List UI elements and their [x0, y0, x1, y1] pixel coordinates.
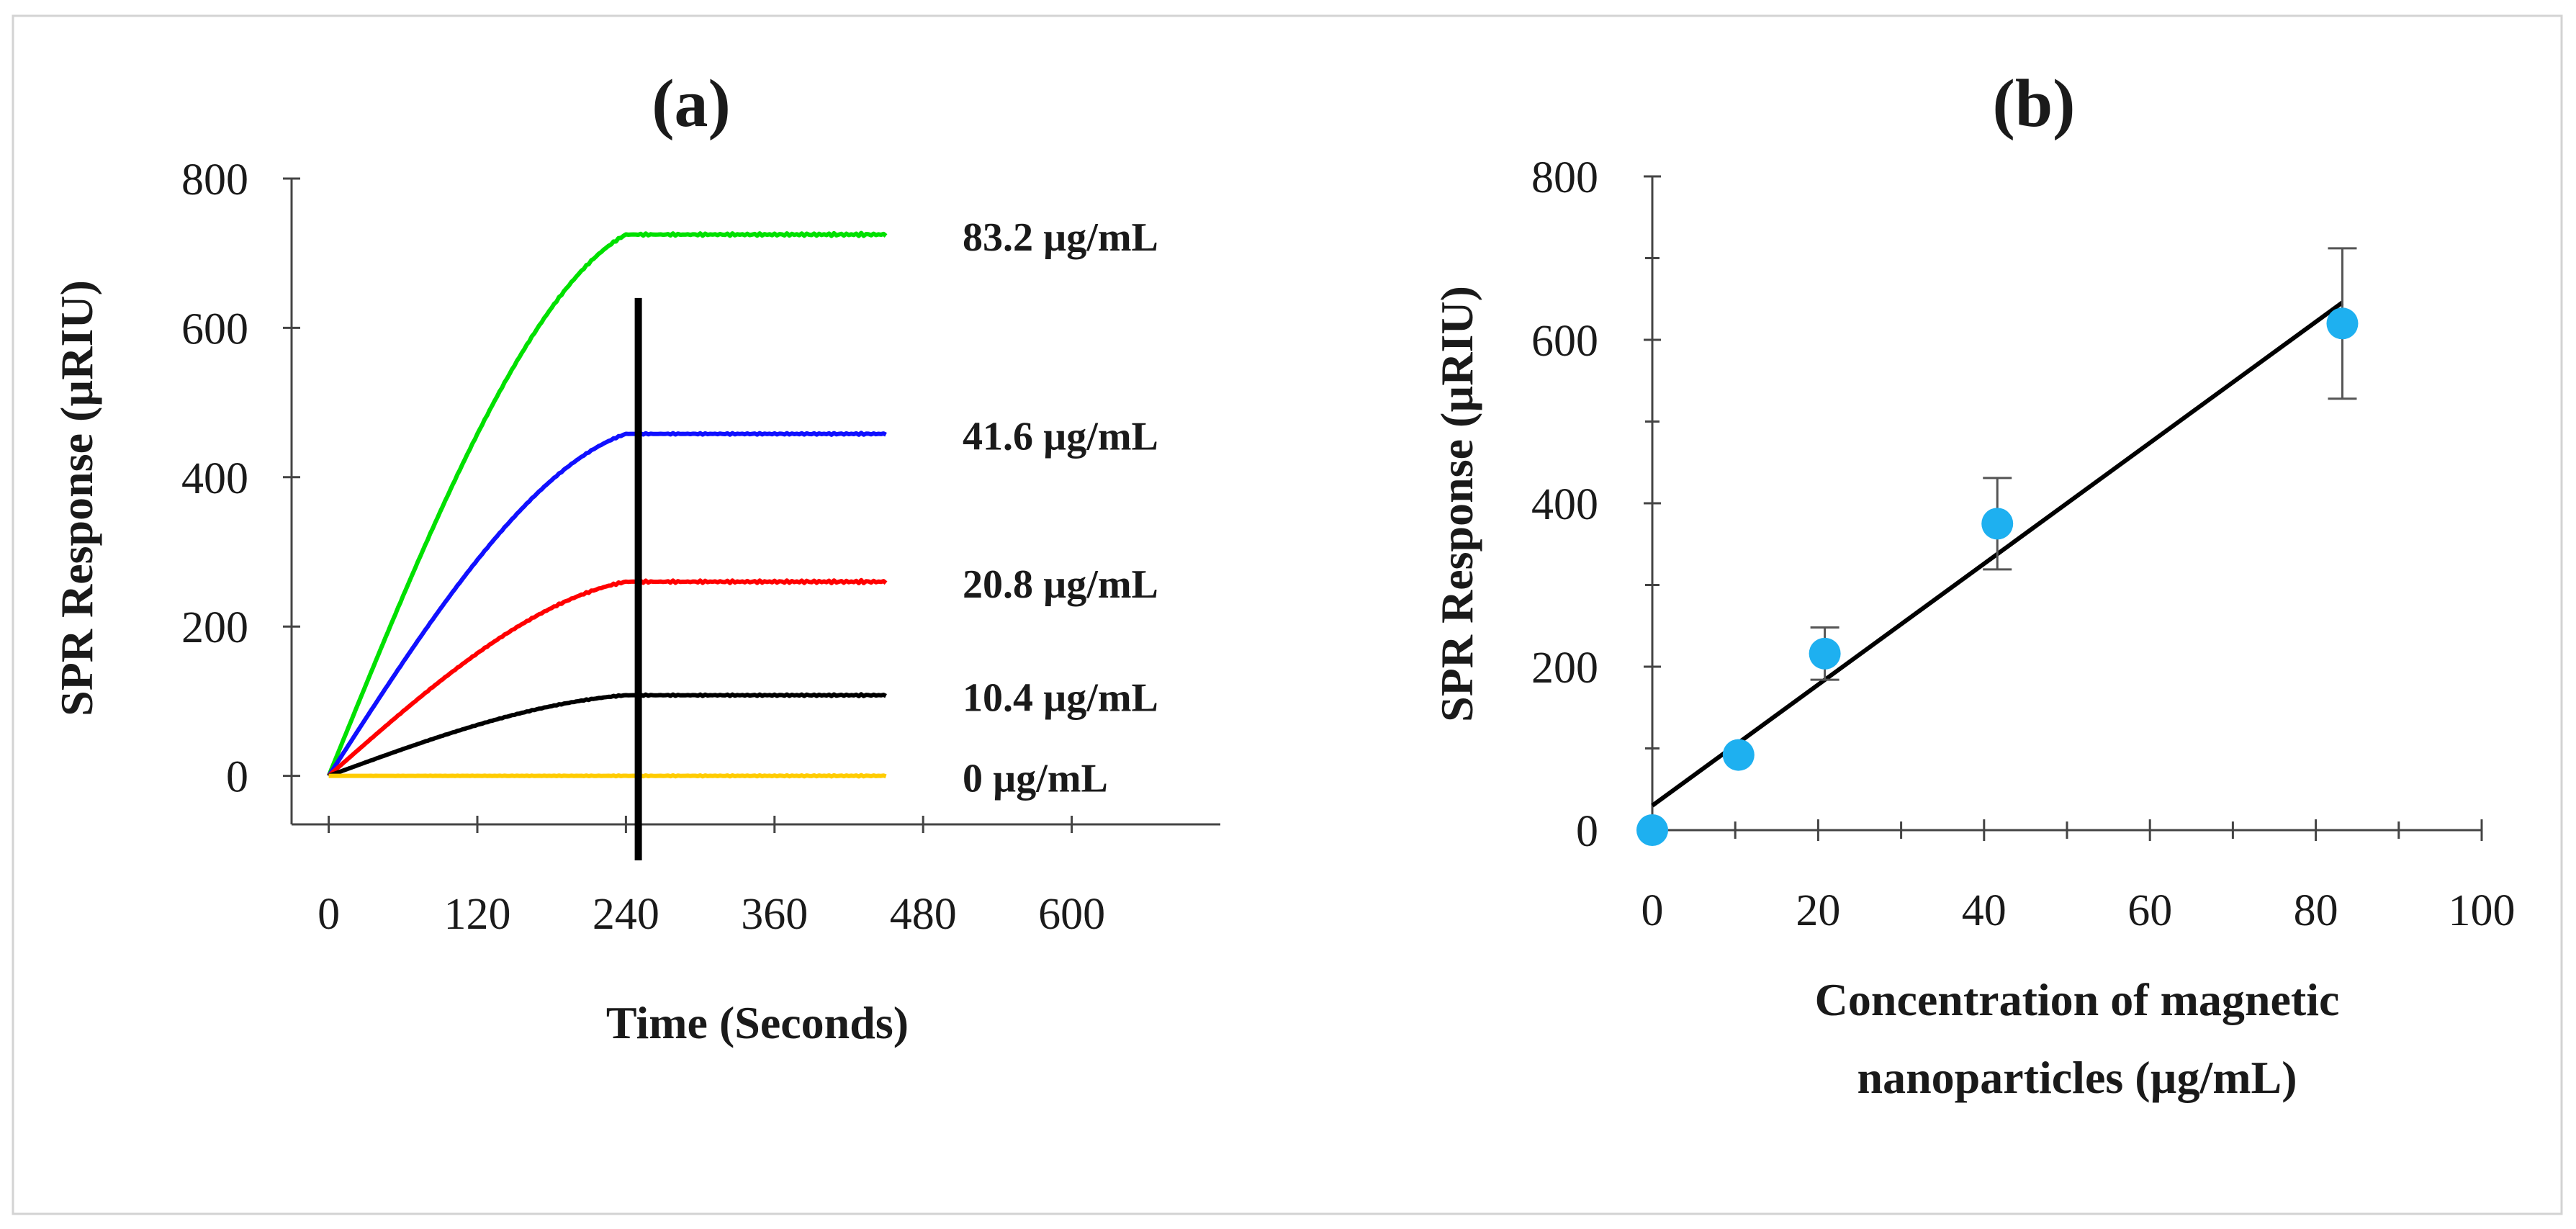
chart-a-y-tick-label: 400: [181, 454, 248, 503]
chart-a-y-ticks: 0 200 400 600 800: [181, 156, 300, 802]
chart-a-series-label: 83.2 µg/mL: [963, 215, 1158, 260]
chart-b-y-tick-label: 800: [1531, 153, 1598, 202]
chart-a-series: [326, 230, 888, 779]
chart-b-y-ticks: 0 200 400 600 800: [1531, 153, 1661, 856]
chart-a-x-tick-label: 480: [890, 890, 957, 939]
chart-a-series-label: 20.8 µg/mL: [963, 562, 1158, 607]
chart-a-series-labels: 83.2 µg/mL 41.6 µg/mL 20.8 µg/mL 10.4 µg/mL…: [963, 215, 1158, 801]
chart-b-x-axis-title-line1: Concentration of magnetic: [1815, 974, 2340, 1025]
chart-b-x-tick-label: 0: [1641, 886, 1664, 935]
chart-a-series-label: 0 µg/mL: [963, 757, 1108, 801]
chart-a-series-line: [327, 577, 888, 778]
chart-b-point: [1722, 739, 1755, 771]
chart-a-y-tick-label: 200: [181, 603, 248, 652]
chart-a-series-line: [328, 773, 887, 779]
chart-b-y-tick-label: 400: [1531, 480, 1598, 529]
chart-b-point: [1636, 814, 1668, 846]
chart-a-y-tick-label: 600: [181, 305, 248, 354]
chart-a-x-ticks: 0 120 240 360 480 600: [318, 816, 1105, 939]
chart-a-x-tick-label: 240: [593, 890, 659, 939]
chart-a-x-tick-label: 0: [318, 890, 340, 939]
chart-a-y-axis-title: SPR Response (µRIU): [51, 280, 102, 716]
chart-a-series-line: [326, 230, 888, 777]
chart-a-panel-label: (a): [652, 66, 731, 141]
chart-b: (b) 0 200 400 600 800 0 20 40 60 80 100 SPR Respo…: [1431, 66, 2516, 1103]
chart-b-point: [1809, 637, 1841, 670]
chart-a-series-line: [328, 692, 887, 778]
chart-b-x-tick-label: 60: [2127, 886, 2172, 935]
chart-b-points: [1636, 307, 2359, 846]
chart-b-x-tick-label: 40: [1962, 886, 2007, 935]
chart-b-y-tick-label: 0: [1576, 807, 1598, 856]
chart-a: (a) 0 200 400 600 800 0 120 240 360 480 600 83.2 …: [51, 66, 1220, 1048]
chart-b-x-axis-title-line2: nanoparticles (µg/mL): [1857, 1052, 2297, 1103]
chart-b-y-tick-label: 600: [1531, 317, 1598, 366]
chart-b-point: [1981, 508, 2014, 540]
chart-a-y-tick-label: 0: [226, 753, 248, 802]
chart-b-point: [2326, 307, 2359, 340]
chart-a-x-axis-title: Time (Seconds): [606, 997, 909, 1048]
chart-b-x-tick-label: 80: [2294, 886, 2338, 935]
chart-a-y-tick-label: 800: [181, 156, 248, 204]
chart-b-y-axis-title: SPR Response (µRIU): [1431, 286, 1482, 722]
chart-a-x-tick-label: 360: [741, 890, 808, 939]
chart-b-x-tick-label: 100: [2449, 886, 2516, 935]
chart-a-x-tick-label: 120: [444, 890, 511, 939]
chart-b-x-ticks: 0 20 40 60 80 100: [1641, 819, 2516, 935]
chart-b-panel-label: (b): [1993, 66, 2076, 141]
chart-a-series-line: [327, 431, 887, 778]
chart-a-x-tick-label: 600: [1038, 890, 1105, 939]
chart-a-series-label: 10.4 µg/mL: [963, 676, 1158, 721]
chart-b-y-tick-label: 200: [1531, 644, 1598, 693]
chart-b-x-tick-label: 20: [1796, 886, 1840, 935]
chart-a-series-label: 41.6 µg/mL: [963, 415, 1158, 459]
